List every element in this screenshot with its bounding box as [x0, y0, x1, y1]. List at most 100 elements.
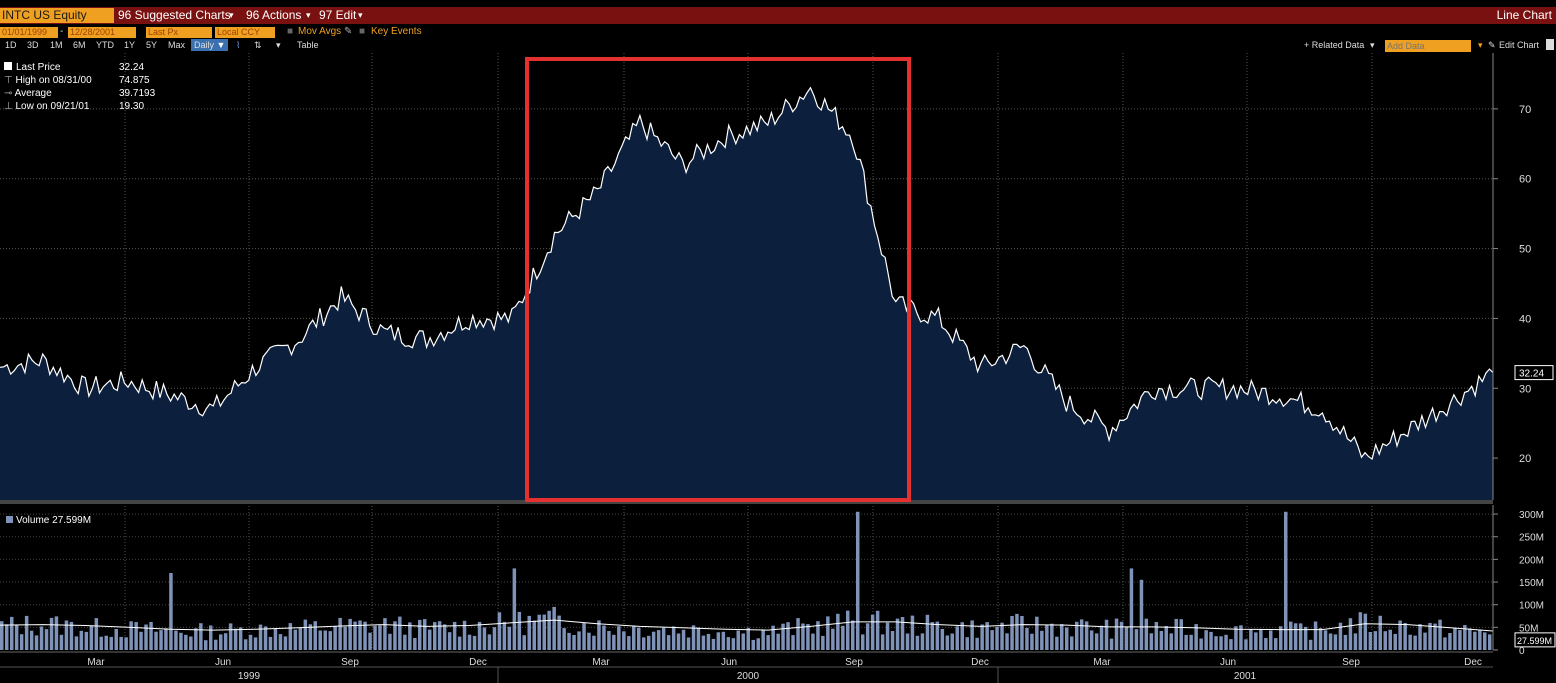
volume-bar — [796, 618, 800, 650]
volume-bar — [467, 634, 472, 650]
period-ytd[interactable]: YTD — [96, 40, 114, 50]
volume-bar — [950, 633, 954, 650]
add-data-input[interactable] — [1385, 40, 1471, 52]
period-max[interactable]: Max — [168, 40, 186, 50]
volume-bar — [666, 635, 671, 650]
volume-bar — [1035, 616, 1039, 650]
volume-bar — [1254, 632, 1258, 650]
pencil-icon[interactable]: ✎ — [1488, 40, 1496, 50]
volume-bar — [457, 636, 462, 650]
volume-panel — [0, 511, 1494, 650]
volume-bar — [10, 616, 14, 650]
pencil-icon[interactable]: ✎ — [344, 26, 353, 37]
volume-bar — [368, 632, 372, 650]
period-3d[interactable]: 3D — [27, 40, 39, 50]
x-tick-label: Dec — [469, 657, 487, 668]
volume-bar — [54, 616, 59, 650]
volume-bar — [1020, 616, 1024, 650]
volume-bar — [681, 629, 686, 650]
x-tick-label: Dec — [1464, 657, 1482, 668]
volume-bar — [925, 614, 930, 650]
legend-last-price: Last Price 32.24 — [4, 61, 164, 74]
volume-bar — [547, 610, 551, 650]
end-date-field[interactable]: 12/28/2001 — [68, 27, 136, 38]
actions-menu[interactable]: 96 Actions — [246, 8, 302, 22]
frequency-select[interactable]: Daily ▼ — [191, 39, 229, 51]
volume-bar — [841, 625, 845, 650]
checkbox-icon[interactable]: ■ — [287, 26, 294, 37]
volume-bar — [308, 624, 313, 650]
volume-bar — [851, 620, 855, 650]
price-field[interactable]: Last Px — [146, 27, 212, 38]
volume-bar — [1293, 623, 1298, 650]
ticker-field[interactable]: INTC US Equity — [0, 8, 114, 23]
volume-bar — [14, 624, 19, 650]
volume-bar — [283, 636, 288, 650]
start-date-field[interactable]: 01/01/1999 — [0, 27, 58, 38]
volume-bar — [1239, 625, 1243, 650]
period-5y[interactable]: 5Y — [146, 40, 158, 50]
volume-bar — [1224, 634, 1228, 650]
volume-bar — [761, 629, 765, 650]
volume-bar — [1368, 632, 1373, 650]
volume-bar — [1194, 624, 1198, 650]
volume-bar — [194, 628, 198, 650]
volume-bar — [1473, 631, 1477, 650]
mov-avgs-toggle[interactable]: Mov Avgs — [298, 26, 342, 37]
volume-bar — [44, 629, 49, 650]
volume-bar — [741, 633, 745, 650]
suggested-charts-menu[interactable]: 96 Suggested Charts — [118, 8, 231, 22]
volume-bar — [487, 634, 492, 650]
scroll-handle[interactable] — [1546, 39, 1554, 50]
bar-style-icon[interactable]: ⇅ — [254, 40, 262, 50]
volume-bar — [408, 622, 412, 650]
chart-type-label: Line Chart — [1496, 8, 1552, 22]
volume-bar — [179, 632, 183, 650]
volume-bar — [1433, 623, 1437, 650]
year-label: 2000 — [737, 671, 760, 682]
x-tick-label: Mar — [1093, 657, 1111, 668]
volume-bar — [1060, 624, 1064, 650]
volume-bar — [1363, 613, 1368, 650]
period-1d[interactable]: 1D — [5, 40, 17, 50]
volume-bar — [1318, 628, 1323, 650]
chevron-down-icon[interactable]: ▾ — [229, 10, 234, 20]
x-tick-label: Jun — [1220, 657, 1236, 668]
chevron-down-icon[interactable]: ▾ — [1478, 40, 1483, 50]
volume-bar — [149, 622, 153, 650]
year-label: 1999 — [238, 671, 261, 682]
volume-bar — [910, 615, 915, 650]
volume-bar — [532, 620, 536, 650]
edit-menu[interactable]: 97 Edit — [319, 8, 357, 22]
volume-bar — [965, 637, 969, 650]
chevron-down-icon[interactable]: ▾ — [1370, 40, 1375, 50]
volume-bar — [537, 614, 541, 650]
volume-bar — [612, 634, 616, 650]
volume-bar — [1348, 618, 1353, 650]
volume-bar — [885, 622, 890, 650]
volume-bar — [1159, 631, 1164, 650]
related-data-button[interactable]: + Related Data — [1304, 40, 1365, 50]
price-tick-label: 50 — [1519, 244, 1531, 256]
edit-chart-button[interactable]: Edit Chart — [1499, 40, 1540, 50]
chevron-down-icon[interactable]: ▾ — [358, 10, 363, 20]
chevron-down-icon[interactable]: ▾ — [306, 10, 311, 20]
volume-bar — [228, 623, 233, 650]
volume-bar — [776, 633, 780, 650]
line-chart-icon[interactable]: ⌇ — [236, 40, 241, 50]
volume-bar — [99, 636, 103, 650]
volume-bar — [671, 626, 676, 650]
period-6m[interactable]: 6M — [73, 40, 86, 50]
volume-bar — [233, 628, 238, 650]
key-events-toggle[interactable]: Key Events — [371, 26, 422, 37]
checkbox-icon[interactable]: ■ — [359, 26, 366, 37]
period-1m[interactable]: 1M — [50, 40, 63, 50]
chevron-down-icon[interactable]: ▾ — [276, 40, 281, 50]
currency-field[interactable]: Local CCY — [215, 27, 275, 38]
volume-bar — [676, 633, 681, 650]
table-button[interactable]: Table — [297, 40, 319, 50]
volume-tick-label: 100M — [1519, 601, 1544, 612]
period-1y[interactable]: 1Y — [124, 40, 136, 50]
volume-bar — [388, 633, 392, 650]
volume-bar — [557, 615, 561, 650]
